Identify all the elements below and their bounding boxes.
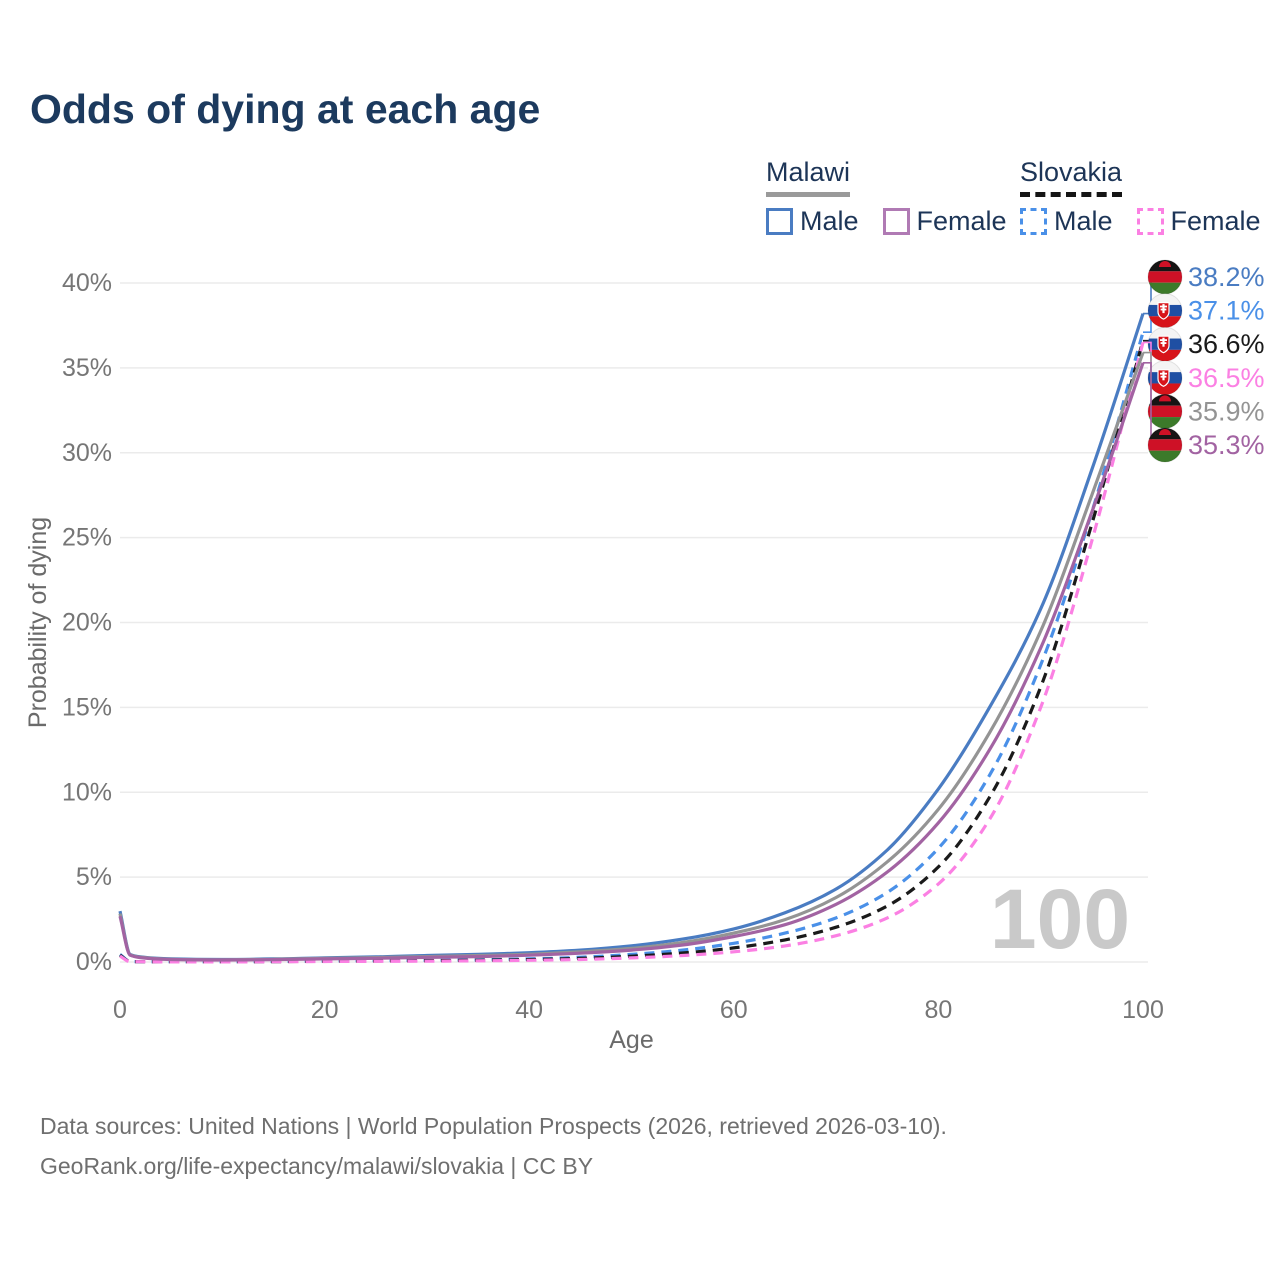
y-axis-tick-label: 0%	[76, 948, 112, 976]
legend-label: Female	[916, 205, 1007, 236]
x-axis-title: Age	[609, 1026, 653, 1054]
x-axis-tick-label: 20	[311, 996, 339, 1024]
gridlines: 0% 5% 10% 15% 20% 25% 30% 35% 40%	[62, 269, 1148, 976]
y-axis-title: Probability of dying	[24, 517, 52, 728]
x-axis-tick-label: 80	[924, 996, 952, 1024]
y-axis-tick-label: 40%	[62, 269, 112, 297]
legend-swatch-slovakia-female	[1136, 207, 1164, 235]
y-axis-tick-label: 10%	[62, 778, 112, 806]
legend-item-malawi-male[interactable]: Male	[766, 206, 859, 237]
legend-group-slovakia: Slovakia Male Female	[1020, 157, 1261, 237]
end-label-flag-slovakia-icon	[1147, 326, 1183, 362]
legend-swatch-malawi-female	[882, 207, 910, 235]
legend-header-malawi: Malawi	[766, 157, 851, 197]
chart-footer: Data sources: United Nations | World Pop…	[40, 1106, 947, 1186]
legend-item-malawi-female[interactable]: Female	[882, 205, 1007, 237]
x-axis-tick-label: 60	[720, 996, 748, 1024]
end-label-value: 35.3%	[1188, 430, 1265, 460]
y-axis-tick-label: 35%	[62, 354, 112, 382]
x-axis-tick-label: 40	[515, 996, 543, 1024]
series-line-malawi-female	[118, 362, 1145, 962]
legend-item-slovakia-male[interactable]: Male	[1020, 206, 1113, 237]
y-axis-tick-label: 30%	[62, 439, 112, 467]
age-counter-watermark: 100	[990, 872, 1130, 966]
end-label-flag-slovakia-icon	[1147, 293, 1183, 329]
end-label-flag-malawi-icon	[1147, 259, 1183, 295]
data-source-text: Data sources: United Nations | World Pop…	[40, 1113, 947, 1139]
legend-swatch-malawi-male	[766, 207, 793, 235]
y-axis-tick-label: 20%	[62, 609, 112, 637]
legend-group-malawi: Malawi Male Female	[766, 157, 1007, 237]
end-label-value: 36.6%	[1188, 329, 1265, 359]
end-label-value: 38.2%	[1188, 262, 1265, 292]
end-label-value: 35.9%	[1188, 396, 1265, 426]
legend-label: Female	[1170, 205, 1261, 236]
legend-label: Male	[1054, 205, 1113, 236]
y-axis-tick-label: 25%	[62, 524, 112, 552]
end-label-value: 36.5%	[1188, 363, 1265, 393]
end-label-value: 37.1%	[1188, 296, 1265, 326]
attribution-text: GeoRank.org/life-expectancy/malawi/slova…	[40, 1153, 594, 1179]
plot-area[interactable]	[120, 253, 1143, 962]
end-label-flag-slovakia-icon	[1147, 360, 1183, 396]
legend-label: Male	[800, 205, 859, 236]
y-axis-tick-label: 15%	[62, 693, 112, 721]
x-axis-tick-label: 0	[113, 996, 127, 1024]
legend-header-slovakia: Slovakia	[1020, 157, 1123, 197]
end-label-flag-malawi-icon	[1147, 393, 1183, 429]
legend-swatch-slovakia-male	[1020, 207, 1047, 235]
y-axis-tick-label: 5%	[76, 863, 112, 891]
legend-item-slovakia-female[interactable]: Female	[1136, 205, 1261, 237]
x-axis-tick-label: 100	[1122, 996, 1164, 1024]
page-title: Odds of dying at each age	[30, 86, 541, 132]
series-line-slovakia-female	[119, 342, 1145, 964]
end-label-flag-malawi-icon	[1147, 427, 1183, 463]
